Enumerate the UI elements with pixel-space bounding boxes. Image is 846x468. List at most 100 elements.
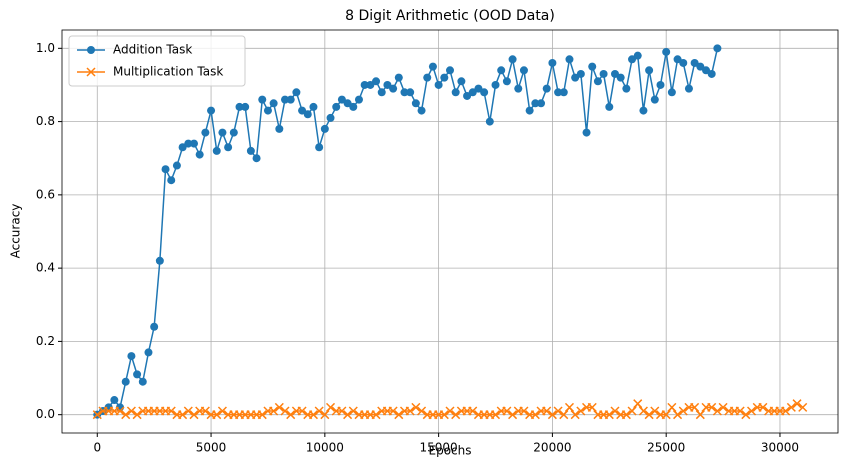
marker bbox=[308, 410, 318, 420]
legend-marker bbox=[87, 46, 95, 54]
marker bbox=[178, 143, 187, 152]
marker bbox=[167, 176, 176, 185]
marker bbox=[628, 55, 637, 64]
y-tick-label: 0.0 bbox=[36, 407, 55, 421]
marker bbox=[559, 88, 568, 97]
marker bbox=[457, 77, 466, 86]
marker bbox=[417, 106, 426, 115]
y-tick-label: 0.4 bbox=[36, 261, 55, 275]
marker bbox=[650, 406, 660, 416]
marker bbox=[576, 69, 585, 78]
marker bbox=[673, 55, 682, 64]
marker bbox=[542, 84, 551, 93]
marker bbox=[661, 410, 671, 420]
marker bbox=[411, 99, 420, 108]
y-tick-label: 0.6 bbox=[36, 187, 55, 201]
marker bbox=[217, 406, 227, 416]
marker bbox=[678, 406, 688, 416]
marker bbox=[673, 410, 683, 420]
marker bbox=[695, 410, 705, 420]
marker bbox=[565, 55, 574, 64]
marker bbox=[263, 106, 272, 115]
marker bbox=[696, 62, 705, 71]
marker bbox=[554, 88, 563, 97]
marker bbox=[684, 84, 693, 93]
marker bbox=[195, 150, 204, 159]
marker bbox=[519, 66, 528, 75]
marker bbox=[269, 99, 278, 108]
marker bbox=[349, 102, 358, 111]
marker bbox=[559, 410, 569, 420]
marker bbox=[183, 406, 193, 416]
marker bbox=[480, 88, 489, 97]
marker bbox=[389, 84, 398, 93]
marker bbox=[656, 80, 665, 89]
marker bbox=[781, 406, 791, 416]
marker bbox=[133, 370, 142, 379]
marker bbox=[542, 406, 552, 416]
marker bbox=[292, 88, 301, 97]
marker bbox=[280, 406, 290, 416]
marker bbox=[707, 402, 717, 412]
marker bbox=[235, 102, 244, 111]
marker bbox=[286, 95, 295, 104]
marker bbox=[371, 410, 381, 420]
marker bbox=[201, 128, 210, 137]
marker bbox=[451, 88, 460, 97]
marker bbox=[633, 51, 642, 60]
marker bbox=[406, 88, 415, 97]
marker bbox=[115, 406, 125, 416]
marker bbox=[166, 406, 176, 416]
marker bbox=[132, 410, 142, 420]
marker bbox=[360, 80, 369, 89]
marker bbox=[650, 95, 659, 104]
marker bbox=[172, 161, 181, 170]
marker bbox=[297, 406, 307, 416]
marker bbox=[218, 128, 227, 137]
marker bbox=[690, 402, 700, 412]
marker bbox=[702, 66, 711, 75]
marker bbox=[178, 410, 188, 420]
marker bbox=[633, 399, 643, 409]
marker bbox=[309, 102, 318, 111]
marker bbox=[446, 66, 454, 75]
marker bbox=[679, 58, 688, 67]
marker bbox=[326, 113, 335, 122]
marker bbox=[741, 410, 751, 420]
marker bbox=[439, 410, 449, 420]
marker bbox=[343, 410, 353, 420]
y-tick-label: 0.2 bbox=[36, 334, 55, 348]
marker bbox=[394, 410, 404, 420]
marker bbox=[622, 84, 631, 93]
marker bbox=[423, 73, 432, 82]
plot-frame bbox=[61, 29, 839, 434]
marker bbox=[269, 406, 279, 416]
marker bbox=[792, 399, 802, 409]
marker bbox=[189, 139, 198, 148]
x-axis-label: Epochs bbox=[429, 444, 472, 458]
marker bbox=[644, 410, 654, 420]
marker bbox=[388, 406, 398, 416]
x-tick-label: 0 bbox=[93, 441, 101, 455]
marker bbox=[303, 110, 312, 119]
marker bbox=[212, 410, 222, 420]
marker bbox=[246, 146, 255, 155]
marker bbox=[252, 154, 261, 163]
marker bbox=[690, 58, 699, 67]
marker bbox=[451, 410, 461, 420]
marker bbox=[121, 410, 131, 420]
marker bbox=[343, 99, 352, 108]
marker bbox=[610, 406, 620, 416]
x-tick-label: 30000 bbox=[761, 441, 799, 455]
marker bbox=[126, 406, 136, 416]
marker bbox=[587, 402, 597, 412]
legend-box bbox=[68, 35, 246, 87]
marker bbox=[662, 47, 671, 56]
marker bbox=[639, 106, 648, 115]
marker bbox=[332, 102, 341, 111]
marker bbox=[599, 69, 608, 78]
marker bbox=[155, 256, 164, 265]
marker bbox=[127, 352, 136, 361]
x-tick-label: 10000 bbox=[306, 441, 344, 455]
x-tick-label: 5000 bbox=[196, 441, 227, 455]
